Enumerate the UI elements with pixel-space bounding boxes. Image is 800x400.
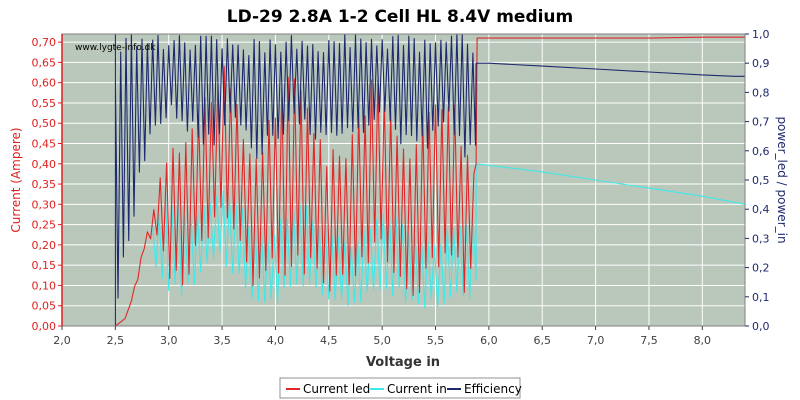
x-tick-label-8: 6,0 xyxy=(480,334,498,347)
x-tick-label-7: 5,5 xyxy=(427,334,445,347)
y-axis-right: 0,0 0,1 0,2 0,3 0,4 0,5 0,6 0,7 0,8 0,9 1,0 xyxy=(745,28,770,333)
x-tick-label-2: 3,0 xyxy=(160,334,178,347)
x-tick-label-1: 2,5 xyxy=(107,334,125,347)
chart-title: LD-29 2.8A 1-2 Cell HL 8.4V medium xyxy=(227,7,574,27)
y-axis-left-label: Current (Ampere) xyxy=(9,127,23,232)
y-axis-left: 0,00 0,05 0,10 0,15 0,20 0,25 0,30 0,35 0,40 0,45… xyxy=(32,36,62,333)
x-tick-label-0: 2,0 xyxy=(53,334,71,347)
y-right-tick-label-4: 0,4 xyxy=(752,203,770,216)
y-left-tick-label-7: 0,35 xyxy=(32,178,57,191)
y-right-tick-label-8: 0,8 xyxy=(752,86,770,99)
legend-label-current-led: Current led xyxy=(303,382,370,396)
y-left-tick-label-3: 0,15 xyxy=(32,259,57,272)
y-left-tick-label-8: 0,40 xyxy=(32,158,57,171)
legend-label-current-in: Current in xyxy=(387,382,447,396)
y-right-tick-label-1: 0,1 xyxy=(752,291,770,304)
y-left-tick-label-13: 0,65 xyxy=(32,56,57,69)
y-right-tick-label-2: 0,2 xyxy=(752,262,770,275)
y-left-tick-label-6: 0,30 xyxy=(32,198,57,211)
x-axis-label: Voltage in xyxy=(366,355,440,370)
legend-label-efficiency: Efficiency xyxy=(464,382,522,396)
y-left-tick-label-11: 0,55 xyxy=(32,97,57,110)
y-axis-right-label: power_led / power_in xyxy=(775,116,789,243)
x-tick-label-4: 4,0 xyxy=(267,334,285,347)
x-tick-label-3: 3,5 xyxy=(213,334,231,347)
series-group xyxy=(114,34,745,326)
series-line-current-led xyxy=(115,36,745,326)
y-right-tick-label-7: 0,7 xyxy=(752,116,770,129)
y-left-tick-label-12: 0,60 xyxy=(32,77,57,90)
y-left-tick-label-2: 0,10 xyxy=(32,279,57,292)
x-axis: 2,0 2,5 3,0 3,5 4,0 4,5 5,0 5,5 6,0 6,5 7,0 7,5 8,0 xyxy=(53,326,711,347)
y-right-tick-label-5: 0,5 xyxy=(752,174,770,187)
y-left-tick-label-4: 0,20 xyxy=(32,239,57,252)
series-line-efficiency xyxy=(114,34,745,326)
y-left-tick-label-9: 0,45 xyxy=(32,138,57,151)
x-tick-label-11: 7,5 xyxy=(640,334,658,347)
y-right-tick-label-0: 0,0 xyxy=(752,320,770,333)
x-tick-label-9: 6,5 xyxy=(533,334,551,347)
y-right-tick-label-9: 0,9 xyxy=(752,57,770,70)
y-right-tick-label-10: 1,0 xyxy=(752,28,770,41)
y-left-tick-label-14: 0,70 xyxy=(32,36,57,49)
x-tick-label-10: 7,0 xyxy=(587,334,605,347)
y-left-tick-label-0: 0,00 xyxy=(32,320,57,333)
y-left-tick-label-1: 0,05 xyxy=(32,300,57,313)
watermark: www.lygte-info.dk xyxy=(75,43,156,53)
x-tick-label-5: 4,5 xyxy=(320,334,338,347)
y-right-tick-label-6: 0,6 xyxy=(752,145,770,158)
x-tick-label-12: 8,0 xyxy=(694,334,712,347)
x-tick-label-6: 5,0 xyxy=(373,334,391,347)
y-left-tick-label-10: 0,50 xyxy=(32,117,57,130)
y-right-tick-label-3: 0,3 xyxy=(752,232,770,245)
legend-box xyxy=(279,377,521,399)
y-left-tick-label-5: 0,25 xyxy=(32,219,57,232)
plot-area xyxy=(61,33,746,327)
legend: Current led Current in Efficiency xyxy=(279,377,522,399)
